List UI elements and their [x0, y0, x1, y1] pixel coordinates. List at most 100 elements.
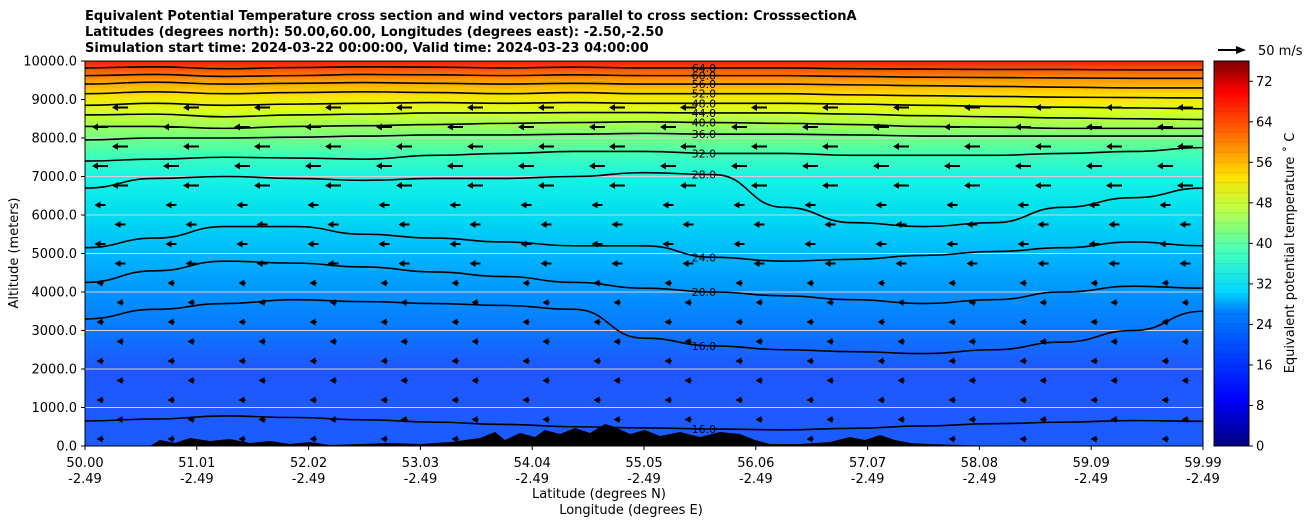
wind-arrow	[875, 240, 887, 248]
colorbar-tick-label: 8	[1256, 399, 1264, 414]
contour-line	[85, 81, 1203, 89]
wind-arrow	[591, 240, 603, 248]
wind-arrow	[804, 201, 816, 209]
wind-arrow	[589, 162, 605, 170]
contour-label: 36.0	[692, 128, 717, 141]
chart-title-line-3: Simulation start time: 2024-03-22 00:00:…	[85, 41, 649, 56]
wind-arrow	[185, 221, 197, 228]
wind-arrow	[116, 377, 124, 384]
wind-arrow	[538, 104, 554, 111]
wind-arrow	[522, 318, 530, 326]
wind-arrow	[469, 260, 481, 267]
contour-label: 48.0	[692, 97, 717, 110]
wind-arrow	[538, 143, 554, 150]
wind-arrow	[1039, 299, 1047, 306]
wind-arrow	[609, 143, 625, 150]
wind-arrow	[380, 318, 388, 326]
y-tick-label: 6000.0	[32, 209, 78, 224]
wind-arrow	[167, 396, 175, 404]
wind-arrow	[520, 240, 532, 248]
contour-label: 16.0	[692, 423, 717, 436]
wind-arrow	[451, 357, 459, 365]
x-tick-label-longitude: -2.49	[180, 472, 214, 487]
wind-arrow	[680, 104, 696, 111]
wind-arrow	[1019, 279, 1027, 287]
wind-arrow	[183, 182, 199, 189]
wind-arrow	[873, 162, 889, 170]
wind-arrow	[238, 279, 246, 287]
y-tick-label: 3000.0	[32, 324, 78, 339]
wind-arrow	[378, 201, 390, 209]
wind-arrow	[327, 221, 339, 228]
wind-arrow	[1039, 416, 1047, 423]
colorbar-tick-label: 40	[1256, 237, 1273, 252]
y-axis: 0.0 1000.0 2000.0 3000.0 4000.0 5000.0 6000.0 7…	[23, 55, 85, 455]
x-tick-label-latitude: 56.06	[737, 456, 774, 471]
wind-arrow	[380, 357, 388, 365]
contour-label: 24.0	[692, 251, 717, 264]
wind-arrow	[826, 338, 834, 345]
wind-arrow	[948, 318, 956, 326]
wind-arrow	[380, 279, 388, 287]
wind-arrow	[96, 396, 104, 404]
x-tick-label-longitude: -2.49	[1186, 472, 1220, 487]
wind-arrow	[968, 416, 976, 423]
wind-arrow	[238, 396, 246, 404]
x-tick-label-longitude: -2.49	[739, 472, 773, 487]
x-tick-label-latitude: 52.02	[290, 456, 327, 471]
wind-arrow	[822, 104, 838, 111]
x-tick-label-latitude: 59.09	[1073, 456, 1110, 471]
colorbar-label: Equivalent potential temperature ˚ C	[1282, 133, 1298, 374]
wind-arrow	[613, 377, 621, 384]
contour-line	[85, 101, 1203, 110]
wind-arrow	[664, 279, 672, 287]
wind-arrow	[897, 338, 905, 345]
wind-arrow	[1179, 221, 1191, 228]
gridlines	[85, 99, 1203, 408]
wind-arrow	[309, 435, 317, 443]
wind-arrow	[378, 240, 390, 248]
wind-arrow	[258, 338, 266, 345]
wind-arrow	[964, 143, 980, 150]
y-tick-label: 8000.0	[32, 132, 78, 147]
wind-arrow	[471, 338, 479, 345]
wind-arrow	[542, 377, 550, 384]
wind-arrow	[1019, 396, 1027, 404]
wind-arrow	[112, 143, 128, 150]
wind-arrow	[893, 104, 909, 111]
wind-arrow	[540, 260, 552, 267]
wind-arrow	[380, 396, 388, 404]
wind-arrow	[167, 435, 175, 443]
wind-arrow	[609, 182, 625, 189]
wind-arrow	[1110, 338, 1118, 345]
colorbar-ticks: 0 8 16 24 32 40 48 56 64 72	[1249, 75, 1273, 455]
contour-label: 64.0	[692, 62, 717, 75]
wind-arrow	[1157, 162, 1173, 170]
wind-arrow	[398, 260, 410, 267]
wind-arrow	[753, 260, 765, 267]
x-tick-label-longitude: -2.49	[404, 472, 438, 487]
wind-arrow	[806, 357, 814, 365]
contour-line	[85, 73, 1203, 80]
y-tick-label: 9000.0	[32, 93, 78, 108]
wind-arrow	[1161, 357, 1169, 365]
x-axis-label-longitude: Longitude (degrees E)	[559, 503, 703, 518]
colorbar-tick-label: 16	[1256, 358, 1273, 373]
wind-arrow	[236, 201, 248, 209]
wind-arrow	[613, 338, 621, 345]
wind-arrow	[449, 240, 461, 248]
wind-arrow	[824, 260, 836, 267]
wind-arrow	[258, 377, 266, 384]
wind-arrow	[1161, 279, 1169, 287]
wind-arrow	[327, 260, 339, 267]
wind-arrow	[1179, 260, 1191, 267]
wind-arrow	[1039, 377, 1047, 384]
contour-label: 44.0	[692, 107, 717, 120]
wind-arrow	[309, 396, 317, 404]
wind-arrow	[735, 318, 743, 326]
wind-arrow	[948, 435, 956, 443]
wind-arrow	[806, 435, 814, 443]
wind-arrow	[1090, 357, 1098, 365]
wind-arrow	[254, 182, 270, 189]
wind-arrow	[751, 143, 767, 150]
